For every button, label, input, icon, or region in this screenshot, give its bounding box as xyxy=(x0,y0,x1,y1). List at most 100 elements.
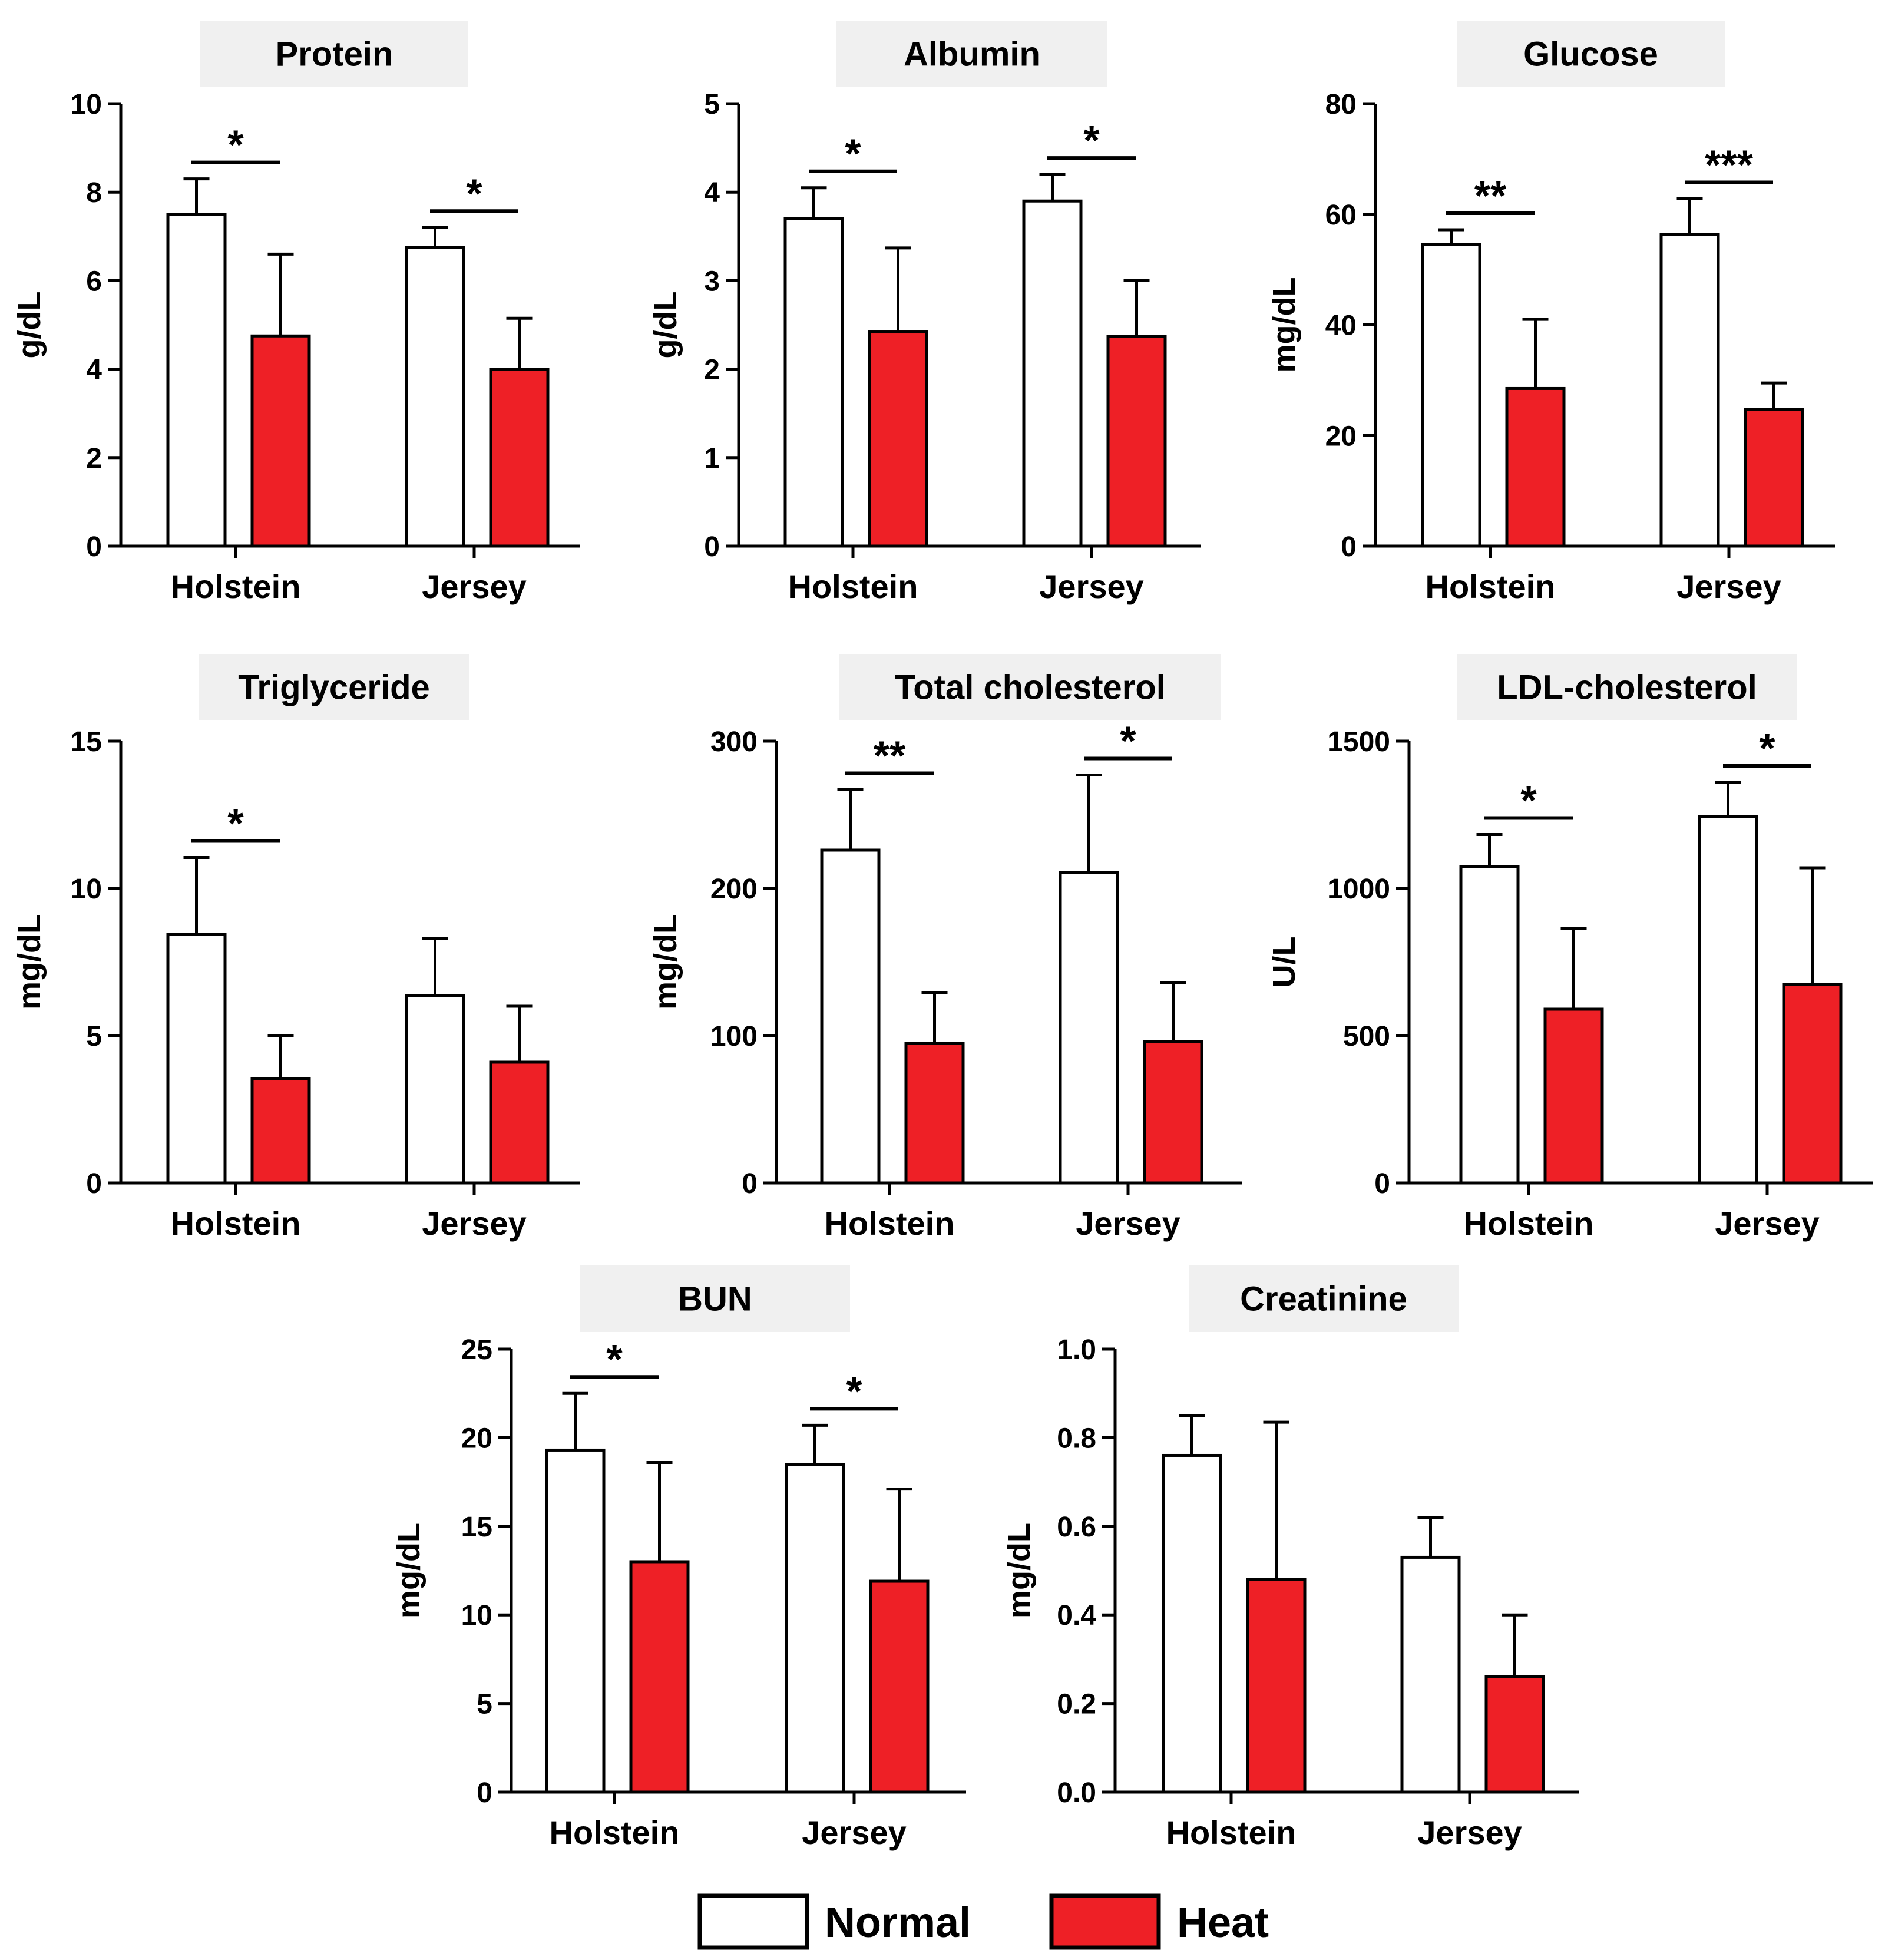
bar-normal xyxy=(1421,243,1481,548)
y-tick-label: 0.2 xyxy=(1057,1689,1096,1720)
y-axis-label: g/dL xyxy=(12,292,47,359)
y-tick-label: 10 xyxy=(71,89,102,120)
x-category-label: Jersey xyxy=(422,568,527,605)
y-tick-label: 10 xyxy=(71,874,102,905)
bar-heat xyxy=(1143,1040,1203,1185)
y-axis-label: mg/dL xyxy=(1001,1523,1037,1618)
x-category-label: Holstein xyxy=(1426,568,1556,605)
significance-label: ** xyxy=(874,733,906,779)
y-tick-label: 0 xyxy=(477,1777,492,1809)
x-category-label: Holstein xyxy=(171,568,301,605)
bar-normal xyxy=(1022,199,1083,548)
y-tick-label: 0.4 xyxy=(1057,1600,1096,1631)
y-tick-label: 80 xyxy=(1325,89,1357,120)
legend-label-heat: Heat xyxy=(1177,1899,1269,1946)
chart-title: Creatinine xyxy=(1240,1280,1407,1318)
y-tick-label: 200 xyxy=(710,874,758,905)
significance-label: * xyxy=(1520,778,1537,824)
y-tick-label: 15 xyxy=(461,1512,492,1543)
chart-title-box xyxy=(1457,654,1797,720)
significance-label: * xyxy=(466,170,482,216)
bar-heat xyxy=(1543,1007,1604,1185)
x-category-label: Jersey xyxy=(802,1814,907,1851)
bar-normal xyxy=(1698,815,1758,1185)
bar-normal xyxy=(166,213,227,548)
bar-heat xyxy=(1744,408,1804,548)
x-category-label: Holstein xyxy=(171,1205,301,1242)
y-tick-label: 1 xyxy=(704,443,720,474)
chart-panel: Total cholesterol mg/dL 0 100 200 300 Holstein… xyxy=(648,654,1242,1242)
y-tick-label: 500 xyxy=(1343,1021,1390,1052)
x-category-label: Holstein xyxy=(1464,1205,1594,1242)
y-tick-label: 1.0 xyxy=(1057,1334,1096,1366)
chart-title-box xyxy=(580,1265,850,1332)
x-category-label: Holstein xyxy=(1166,1814,1297,1851)
significance-label: * xyxy=(1759,725,1775,771)
y-axis-label: U/L xyxy=(1266,937,1302,988)
bar-heat xyxy=(1782,983,1843,1185)
y-tick-label: 5 xyxy=(704,89,720,120)
x-category-label: Holstein xyxy=(788,568,918,605)
bar-heat xyxy=(250,1077,311,1185)
x-category-label: Holstein xyxy=(550,1814,680,1851)
bar-heat xyxy=(489,1060,550,1185)
chart-title-box xyxy=(1457,21,1725,87)
bar-normal xyxy=(783,217,844,548)
y-axis-label: mg/dL xyxy=(12,914,47,1010)
y-tick-label: 8 xyxy=(86,177,102,209)
y-tick-label: 1500 xyxy=(1327,726,1390,758)
chart-panel: LDL-cholesterol U/L 0 500 1000 1500 Holstein Je… xyxy=(1266,654,1873,1242)
chart-title: BUN xyxy=(678,1280,752,1318)
y-tick-label: 0 xyxy=(86,1168,102,1199)
y-tick-label: 0 xyxy=(704,531,720,563)
chart-panel: Creatinine mg/dL 0.0 0.2 0.4 0.6 0.8 1.0 Holstei… xyxy=(1001,1265,1579,1851)
bar-normal xyxy=(405,994,465,1185)
y-axis-label: g/dL xyxy=(648,292,683,359)
y-tick-label: 300 xyxy=(710,726,758,758)
y-tick-label: 0 xyxy=(1341,531,1357,563)
bar-heat xyxy=(868,330,928,548)
bar-heat xyxy=(1106,335,1167,548)
y-tick-label: 100 xyxy=(710,1021,758,1052)
chart-title: LDL-cholesterol xyxy=(1497,669,1757,707)
x-category-label: Jersey xyxy=(1417,1814,1522,1851)
x-category-label: Jersey xyxy=(1076,1205,1180,1242)
bar-normal xyxy=(1459,865,1520,1185)
y-tick-label: 0 xyxy=(1374,1168,1390,1199)
y-tick-label: 2 xyxy=(704,355,720,386)
chart-title-box xyxy=(836,21,1107,87)
bar-heat xyxy=(250,334,311,548)
significance-label: * xyxy=(846,1368,862,1414)
chart-title-box xyxy=(200,21,468,87)
bar-heat xyxy=(489,368,550,548)
bar-heat xyxy=(1484,1675,1545,1794)
legend: Normal Heat xyxy=(697,1893,1269,1950)
y-tick-label: 15 xyxy=(71,726,102,758)
significance-label: * xyxy=(227,122,244,168)
bar-normal xyxy=(1400,1555,1461,1794)
x-category-label: Holstein xyxy=(825,1205,955,1242)
bar-heat xyxy=(1246,1578,1307,1794)
y-tick-label: 0 xyxy=(86,531,102,563)
y-tick-label: 3 xyxy=(704,266,720,297)
y-tick-label: 5 xyxy=(477,1689,492,1720)
y-tick-label: 40 xyxy=(1325,310,1357,342)
significance-label: * xyxy=(845,131,861,177)
significance-label: *** xyxy=(1705,141,1753,187)
chart-title: Albumin xyxy=(904,35,1040,74)
y-tick-label: 10 xyxy=(461,1600,492,1631)
bar-normal xyxy=(1659,233,1720,548)
y-axis-label: mg/dL xyxy=(648,914,683,1010)
bar-heat xyxy=(869,1579,930,1794)
bar-normal xyxy=(785,1463,845,1794)
significance-label: * xyxy=(1120,718,1136,764)
chart-title-box xyxy=(839,654,1221,720)
chart-title: Protein xyxy=(276,35,393,74)
significance-label: * xyxy=(227,801,244,847)
y-tick-label: 20 xyxy=(1325,421,1357,452)
y-tick-label: 0.6 xyxy=(1057,1512,1096,1543)
significance-label: * xyxy=(606,1336,623,1382)
x-category-label: Jersey xyxy=(422,1205,527,1242)
